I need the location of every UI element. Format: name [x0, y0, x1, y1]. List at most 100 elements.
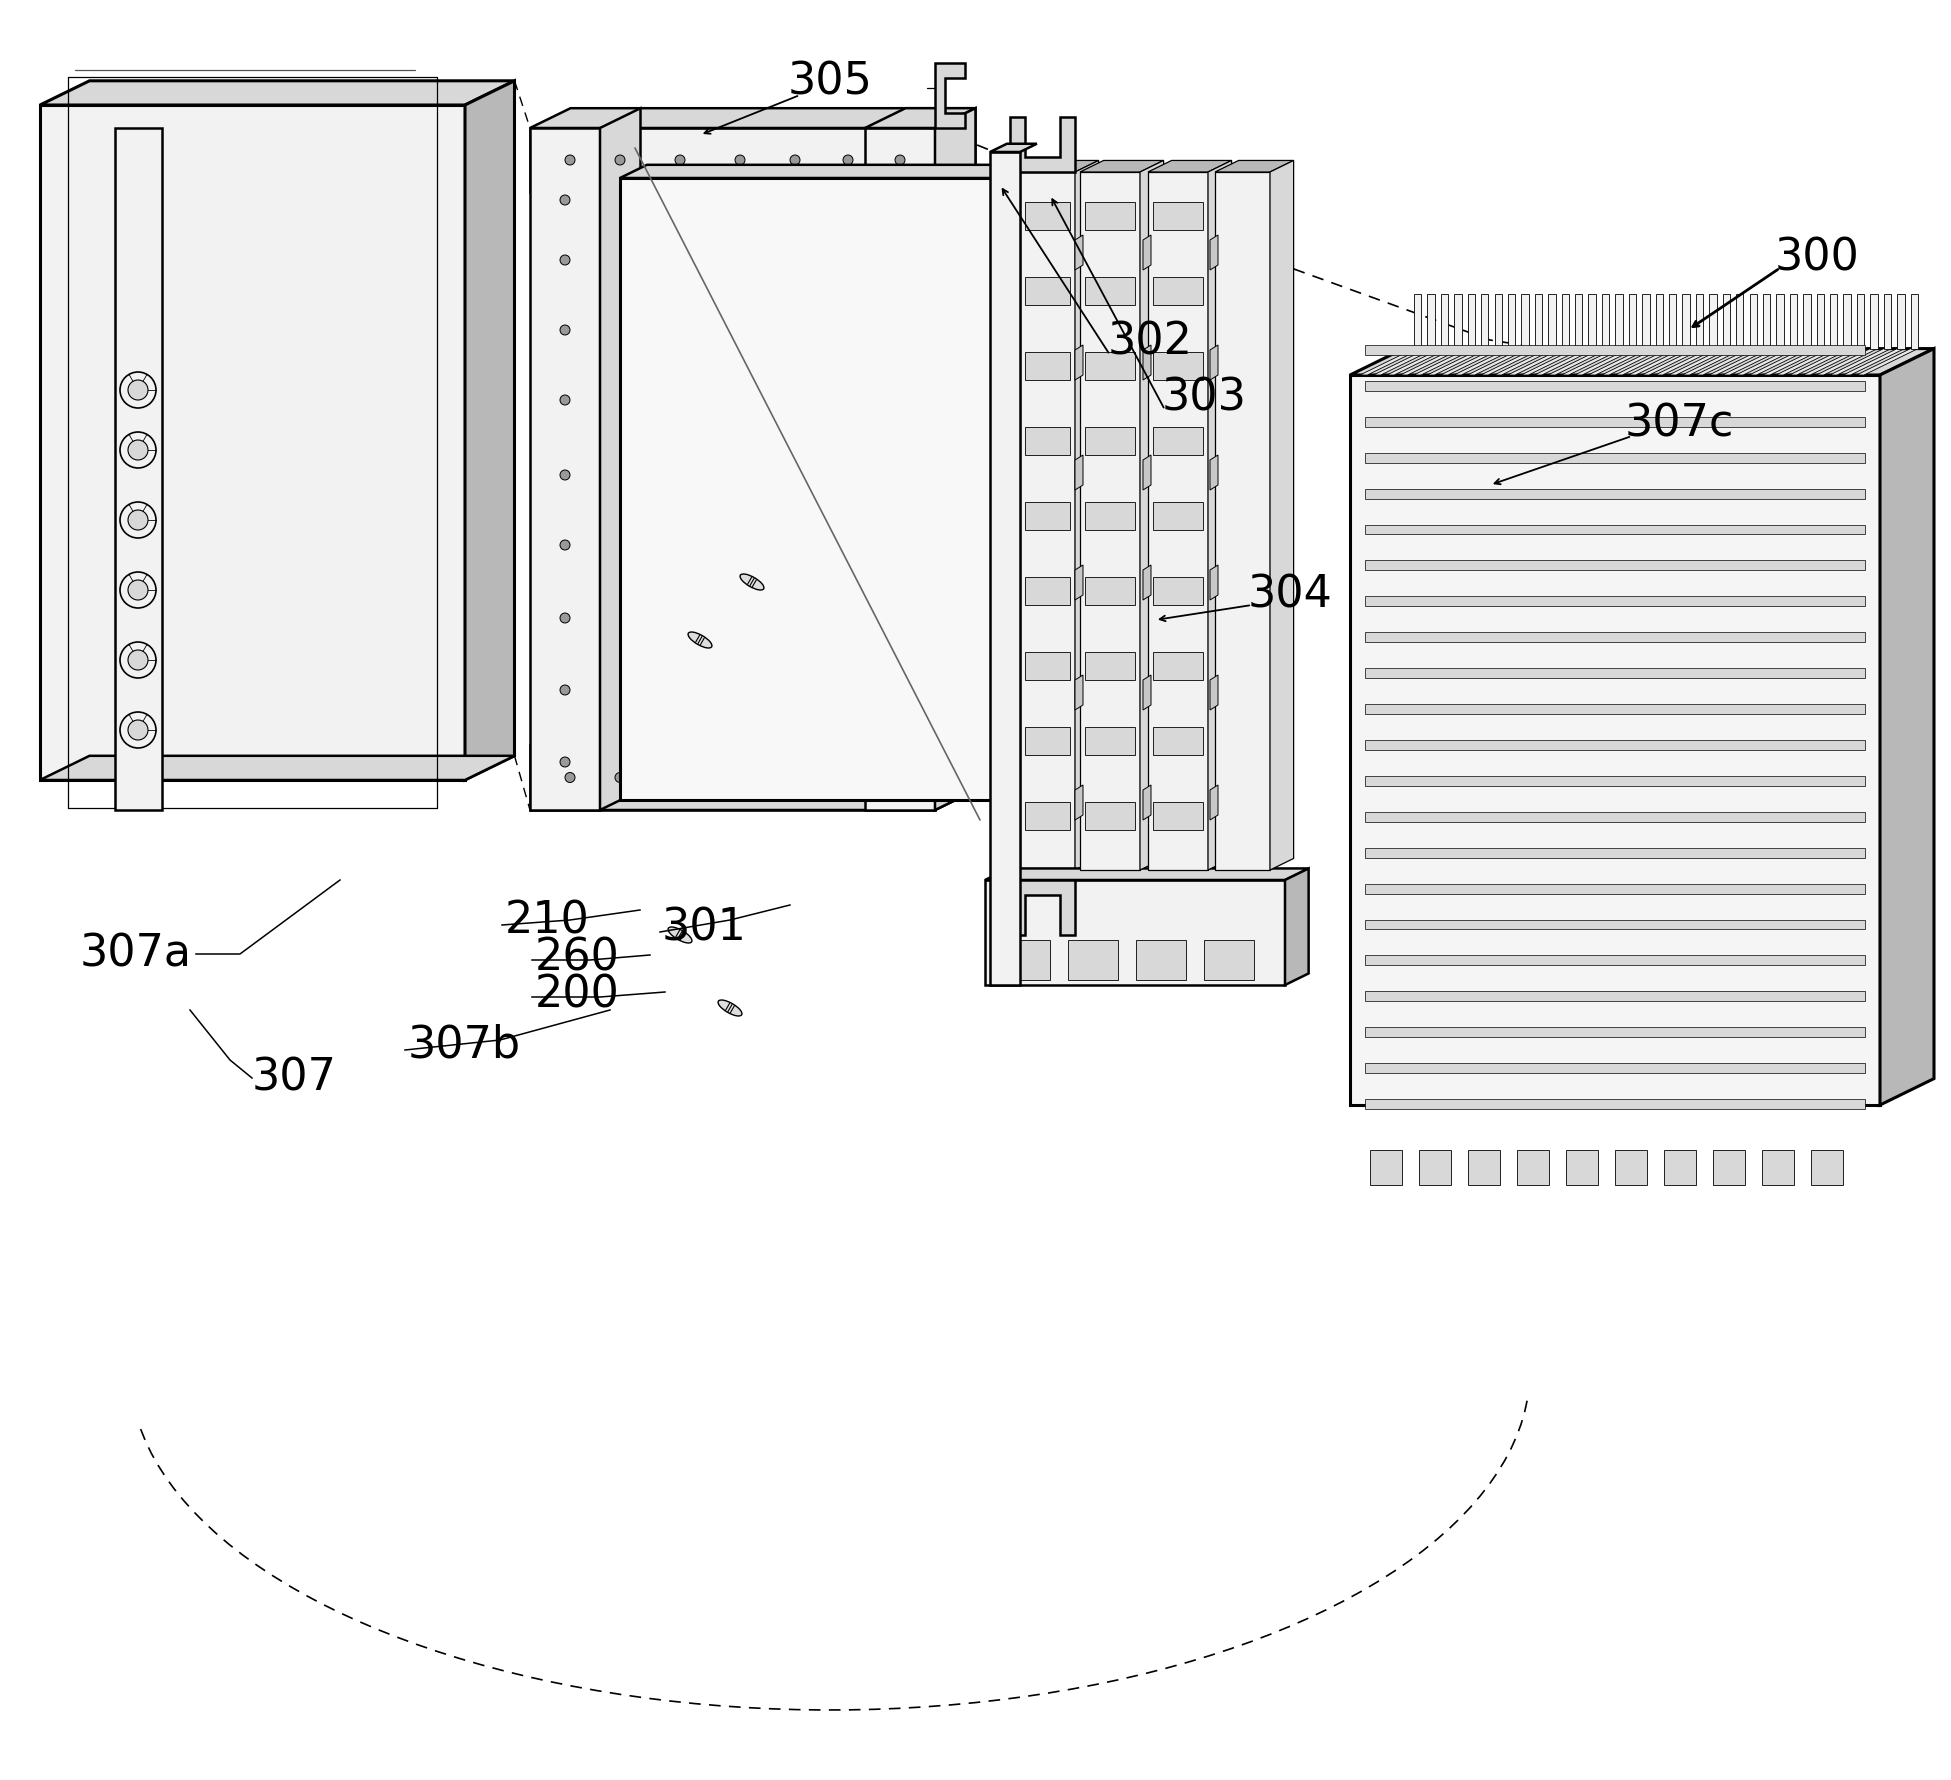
Polygon shape: [1535, 294, 1541, 349]
Bar: [1024, 651, 1069, 680]
Polygon shape: [1143, 456, 1151, 490]
Bar: [1219, 803, 1264, 829]
Text: 307: 307: [252, 1057, 338, 1100]
Polygon shape: [935, 109, 976, 810]
Bar: [1366, 1098, 1865, 1109]
Ellipse shape: [739, 573, 765, 589]
Bar: [1467, 1150, 1500, 1185]
Circle shape: [615, 155, 624, 166]
Polygon shape: [864, 128, 935, 810]
Circle shape: [129, 580, 148, 600]
Circle shape: [843, 155, 853, 166]
Bar: [1366, 525, 1865, 534]
Circle shape: [121, 433, 156, 468]
Polygon shape: [1143, 345, 1151, 379]
Polygon shape: [1286, 869, 1309, 984]
Polygon shape: [1830, 294, 1838, 349]
Bar: [1024, 201, 1069, 230]
Polygon shape: [1075, 456, 1083, 490]
Circle shape: [812, 342, 827, 358]
Circle shape: [804, 205, 835, 237]
Polygon shape: [1494, 349, 1555, 376]
Bar: [1366, 417, 1865, 427]
Bar: [1153, 726, 1204, 755]
Bar: [1418, 1150, 1452, 1185]
Circle shape: [804, 335, 835, 367]
Bar: [1366, 1027, 1865, 1038]
Polygon shape: [601, 192, 864, 746]
Polygon shape: [1682, 349, 1744, 376]
Bar: [1153, 803, 1204, 829]
Bar: [1219, 502, 1264, 530]
Polygon shape: [1736, 349, 1797, 376]
Circle shape: [896, 539, 905, 550]
Polygon shape: [1762, 349, 1824, 376]
Circle shape: [812, 482, 827, 498]
Circle shape: [121, 712, 156, 748]
Polygon shape: [1764, 294, 1770, 349]
Polygon shape: [1075, 785, 1083, 821]
Bar: [1366, 561, 1865, 570]
Polygon shape: [1075, 564, 1083, 600]
Polygon shape: [1147, 160, 1231, 173]
Circle shape: [560, 470, 570, 481]
Circle shape: [896, 395, 905, 406]
Polygon shape: [1350, 376, 1881, 1105]
Circle shape: [121, 643, 156, 678]
Text: 200: 200: [535, 974, 620, 1016]
Circle shape: [675, 773, 685, 783]
Bar: [1366, 740, 1865, 749]
Polygon shape: [1656, 294, 1662, 349]
Polygon shape: [1775, 294, 1783, 349]
Polygon shape: [1871, 294, 1877, 349]
Polygon shape: [1210, 235, 1217, 271]
Polygon shape: [1481, 349, 1541, 376]
Polygon shape: [1588, 294, 1596, 349]
Polygon shape: [531, 790, 976, 810]
Bar: [1024, 726, 1069, 755]
Polygon shape: [1467, 294, 1475, 349]
Polygon shape: [1522, 349, 1582, 376]
Bar: [1204, 940, 1254, 981]
Bar: [1085, 278, 1135, 304]
Polygon shape: [1387, 349, 1448, 376]
Polygon shape: [1494, 294, 1502, 349]
Text: 210: 210: [505, 899, 589, 942]
Polygon shape: [1481, 294, 1489, 349]
Circle shape: [736, 773, 745, 783]
Polygon shape: [1709, 349, 1770, 376]
Polygon shape: [1428, 294, 1434, 349]
Polygon shape: [1374, 349, 1434, 376]
Circle shape: [560, 395, 570, 406]
Polygon shape: [935, 724, 976, 810]
Polygon shape: [1857, 349, 1918, 376]
Polygon shape: [1442, 294, 1448, 349]
Polygon shape: [1001, 166, 1026, 799]
Polygon shape: [989, 151, 1020, 984]
Text: 303: 303: [1163, 377, 1247, 420]
Polygon shape: [464, 80, 515, 780]
Polygon shape: [1075, 235, 1083, 271]
Circle shape: [560, 196, 570, 205]
Circle shape: [129, 440, 148, 459]
Polygon shape: [1643, 349, 1703, 376]
Bar: [1067, 940, 1118, 981]
Polygon shape: [1910, 294, 1918, 349]
Polygon shape: [1210, 564, 1217, 600]
Circle shape: [843, 773, 853, 783]
Bar: [1024, 502, 1069, 530]
Bar: [1024, 803, 1069, 829]
Polygon shape: [1789, 294, 1797, 349]
Polygon shape: [1350, 349, 1933, 376]
Polygon shape: [1147, 173, 1208, 870]
Polygon shape: [1816, 294, 1824, 349]
Circle shape: [896, 685, 905, 694]
Polygon shape: [1857, 294, 1865, 349]
Polygon shape: [935, 62, 966, 128]
Polygon shape: [1588, 349, 1649, 376]
Polygon shape: [1401, 349, 1461, 376]
Bar: [1366, 668, 1865, 678]
Circle shape: [896, 255, 905, 265]
Polygon shape: [1522, 294, 1530, 349]
Polygon shape: [1020, 173, 1075, 870]
